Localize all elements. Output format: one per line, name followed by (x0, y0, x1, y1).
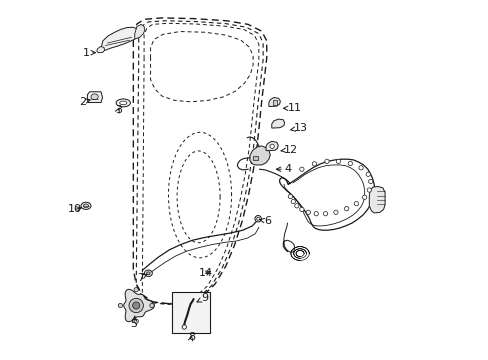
Text: 10: 10 (68, 204, 82, 215)
Polygon shape (268, 98, 280, 107)
Ellipse shape (146, 272, 150, 275)
Text: 7: 7 (137, 273, 147, 283)
Circle shape (368, 179, 372, 184)
Polygon shape (249, 146, 270, 165)
Polygon shape (253, 156, 258, 160)
Text: 11: 11 (283, 103, 301, 113)
Text: 12: 12 (281, 144, 298, 154)
Ellipse shape (91, 94, 98, 100)
Polygon shape (265, 141, 278, 150)
Polygon shape (135, 24, 144, 39)
Ellipse shape (120, 101, 126, 105)
Circle shape (353, 202, 358, 206)
Ellipse shape (144, 270, 152, 276)
Text: 8: 8 (187, 332, 195, 342)
Polygon shape (100, 27, 140, 51)
Circle shape (324, 159, 328, 163)
Text: 4: 4 (276, 164, 290, 174)
Circle shape (149, 303, 154, 308)
Circle shape (333, 210, 337, 215)
Text: 2: 2 (79, 97, 90, 107)
Polygon shape (97, 46, 104, 53)
Bar (172, 292, 209, 333)
Ellipse shape (83, 204, 88, 208)
Circle shape (129, 298, 143, 313)
Circle shape (336, 159, 340, 163)
Polygon shape (87, 92, 102, 103)
Polygon shape (271, 119, 284, 128)
Circle shape (134, 288, 138, 292)
Text: 9: 9 (197, 293, 207, 303)
Circle shape (362, 195, 366, 199)
Circle shape (269, 144, 274, 148)
Ellipse shape (116, 99, 130, 107)
Circle shape (287, 194, 292, 199)
Circle shape (299, 207, 304, 212)
Circle shape (323, 212, 327, 216)
Circle shape (313, 212, 318, 216)
Text: 13: 13 (290, 123, 307, 133)
Circle shape (254, 216, 261, 222)
Circle shape (182, 325, 186, 329)
Circle shape (299, 167, 304, 171)
Polygon shape (123, 289, 154, 322)
Circle shape (305, 210, 310, 215)
Text: 3: 3 (115, 105, 122, 115)
Text: 1: 1 (83, 48, 95, 58)
Text: 5: 5 (130, 316, 137, 329)
Circle shape (347, 161, 352, 166)
Circle shape (366, 188, 371, 192)
Circle shape (312, 162, 316, 166)
Polygon shape (273, 100, 277, 105)
Circle shape (290, 199, 295, 204)
Circle shape (366, 172, 369, 176)
Circle shape (134, 319, 138, 323)
Circle shape (344, 207, 348, 211)
Circle shape (256, 217, 259, 220)
Circle shape (132, 302, 140, 309)
Circle shape (118, 303, 122, 308)
Text: 14: 14 (198, 268, 212, 278)
Text: 6: 6 (260, 216, 271, 226)
Polygon shape (368, 186, 384, 213)
Ellipse shape (81, 202, 91, 210)
Circle shape (294, 204, 298, 208)
Circle shape (358, 166, 363, 170)
